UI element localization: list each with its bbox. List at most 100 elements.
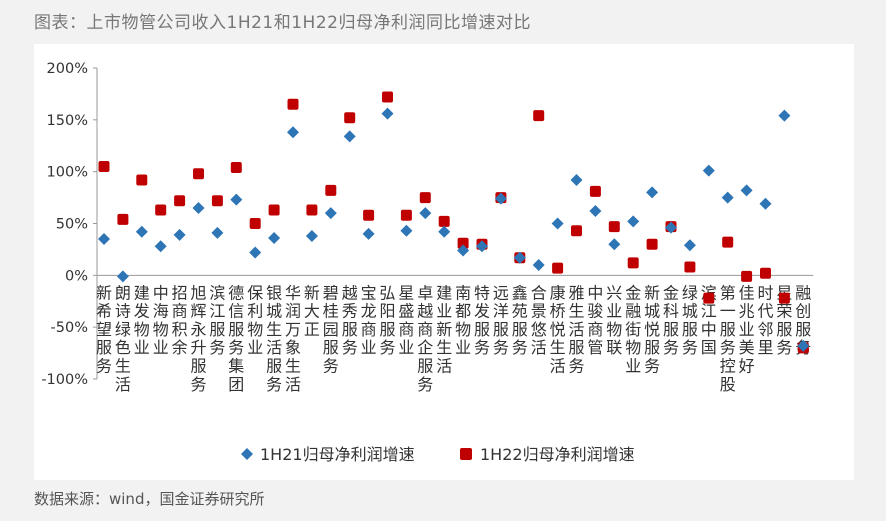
x-tick-label: 保利物业	[247, 283, 263, 357]
x-tick-label: 招商积余	[172, 283, 188, 357]
x-tick-label: 南都物业	[455, 283, 471, 357]
x-tick-label: 华润万象生活	[285, 283, 301, 394]
x-tick-label: 远洋服务	[493, 283, 509, 357]
x-tick-label: 碧桂园服务	[323, 283, 339, 375]
data-point-1h22	[363, 209, 375, 221]
data-point-1h21	[116, 270, 129, 283]
data-point-1h22	[646, 238, 658, 250]
data-point-1h22	[155, 204, 167, 216]
x-tick-label: 鑫苑服务	[512, 283, 528, 357]
y-tick-label: 0%	[65, 268, 88, 284]
x-tick-label: 绿城服务	[682, 283, 698, 357]
x-tick-label: 康桥悦生活	[550, 283, 566, 375]
data-point-1h21	[740, 184, 753, 197]
x-tick-label: 银城生活服务	[266, 283, 282, 394]
data-point-1h21	[419, 207, 432, 220]
data-point-1h21	[532, 258, 545, 271]
x-tick-label: 建发物业	[134, 283, 150, 357]
x-tick-label: 星盛商业	[398, 283, 414, 357]
x-tick-label: 中海物业	[153, 283, 169, 357]
chart-panel: -100% -50% 0% 50% 100% 150% 200% 新希望服务 朗诗绿色生活 建发物…	[34, 44, 854, 480]
x-tick-label: 新城悦服务	[644, 283, 660, 375]
data-point-1h21	[721, 191, 734, 204]
data-point-1h22	[174, 195, 186, 207]
x-tick-label: 建业新生活	[436, 283, 452, 375]
x-tick-label: 弘阳服务	[379, 283, 395, 357]
data-point-1h22	[760, 267, 771, 279]
data-point-1h22	[325, 184, 337, 196]
data-point-1h22	[741, 270, 753, 282]
x-tick-label: 越秀服务	[342, 283, 358, 357]
legend-label-1h21: 1H21归母净利润增速	[260, 445, 415, 464]
y-tick-label: 50%	[56, 217, 88, 233]
data-point-1h22	[552, 262, 564, 274]
data-point-1h22	[419, 192, 431, 204]
data-point-1h21	[135, 225, 148, 238]
data-point-1h21	[249, 246, 262, 259]
data-point-1h22	[98, 160, 110, 172]
data-point-1h22	[382, 91, 393, 103]
scatter-chart: -100% -50% 0% 50% 100% 150% 200% 新希望服务朗诗绿色生活建发物…	[41, 61, 814, 464]
data-point-1h22	[684, 261, 696, 273]
data-point-1h21	[192, 201, 205, 214]
data-point-1h22	[136, 174, 148, 186]
data-point-1h22	[778, 292, 790, 304]
x-tick-label: 金融街物业	[625, 283, 641, 375]
y-tick-label: 150%	[47, 113, 88, 129]
data-point-1h21	[494, 192, 507, 205]
x-tick-label: 合景悠活	[531, 283, 547, 357]
data-point-1h21	[211, 226, 224, 239]
x-tick-label: 卓越商企服务	[417, 283, 433, 394]
data-point-1h21	[230, 193, 243, 206]
data-point-1h22	[211, 195, 223, 207]
data-point-1h22	[193, 168, 204, 180]
x-tick-label: 朗诗绿色生活	[115, 283, 131, 394]
data-point-1h21	[438, 225, 451, 238]
data-point-1h22	[268, 204, 280, 216]
x-tick-label: 旭辉永升服务	[190, 283, 206, 394]
y-tick-label: 100%	[47, 165, 88, 181]
data-point-1h21	[362, 227, 375, 240]
data-point-1h21	[683, 239, 696, 252]
legend-marker-1h21	[241, 448, 253, 460]
data-point-1h21	[778, 109, 791, 122]
data-point-1h22	[722, 236, 734, 248]
data-point-1h21	[797, 339, 810, 352]
data-point-1h21	[589, 205, 602, 218]
data-point-1h22	[438, 215, 450, 227]
data-point-1h22	[287, 98, 299, 110]
y-tick-label: -50%	[51, 320, 88, 336]
data-point-1h21	[702, 164, 715, 177]
data-point-1h21	[759, 197, 772, 210]
x-tick-label: 德信服务集团	[228, 283, 244, 394]
data-point-1h22	[400, 209, 412, 221]
x-tick-label: 兴业物联	[606, 283, 622, 357]
x-tick-label: 金科服务	[663, 283, 679, 357]
data-point-1h21	[627, 215, 640, 228]
data-point-1h21	[287, 126, 299, 139]
data-point-1h22	[230, 162, 242, 174]
data-point-1h21	[173, 228, 186, 241]
data-point-1h21	[324, 207, 337, 220]
x-tick-label: 第一服务控股	[720, 283, 736, 394]
x-tick-label: 时代邻里	[757, 283, 773, 357]
data-point-1h21	[268, 232, 281, 245]
data-point-1h21	[476, 240, 488, 253]
data-point-1h21	[665, 221, 677, 234]
data-point-1h21	[381, 107, 394, 120]
y-tick-label: 200%	[47, 61, 88, 77]
legend-marker-1h22	[460, 448, 472, 460]
chart-title: 图表：上市物管公司收入1H21和1H22归母净利润同比增速对比	[34, 13, 531, 33]
data-point-1h21	[154, 240, 167, 253]
data-point-1h22	[249, 218, 261, 229]
x-tick-label: 雅生活服务	[568, 283, 584, 375]
data-point-1h22	[703, 292, 715, 304]
x-tick-label: 新希望服务	[96, 283, 112, 375]
data-point-1h22	[533, 110, 545, 122]
source-note: 数据来源：wind，国金证券研究所	[34, 490, 265, 508]
data-point-1h22	[571, 225, 582, 237]
data-point-1h21	[551, 217, 564, 230]
x-tick-label: 中骏商管	[587, 283, 603, 357]
x-tick-label: 佳兆业美好	[739, 283, 755, 375]
x-tick-label: 新大正	[304, 283, 320, 339]
